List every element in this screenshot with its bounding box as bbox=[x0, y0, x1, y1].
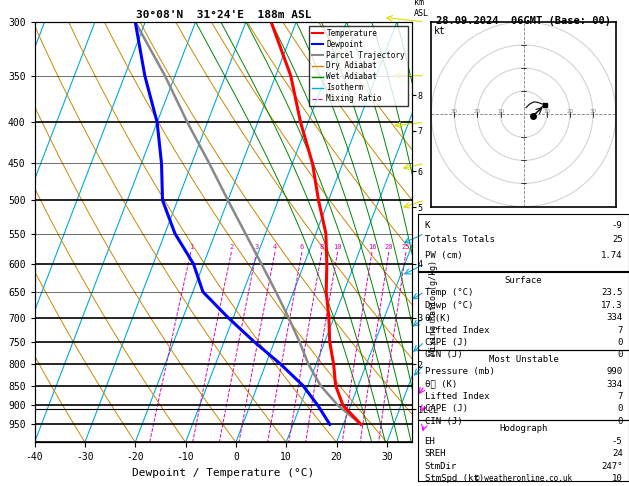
Y-axis label: hPa: hPa bbox=[0, 222, 3, 242]
Text: SREH: SREH bbox=[425, 449, 446, 458]
Text: Lifted Index: Lifted Index bbox=[425, 326, 489, 334]
Text: CAPE (J): CAPE (J) bbox=[425, 338, 467, 347]
Text: K: K bbox=[425, 221, 430, 229]
Text: EH: EH bbox=[425, 436, 435, 446]
Text: Totals Totals: Totals Totals bbox=[425, 235, 494, 244]
Text: 10: 10 bbox=[333, 244, 342, 250]
Text: 10: 10 bbox=[543, 109, 550, 114]
Text: Dewp (°C): Dewp (°C) bbox=[425, 301, 473, 310]
X-axis label: Dewpoint / Temperature (°C): Dewpoint / Temperature (°C) bbox=[132, 468, 314, 478]
Text: 3: 3 bbox=[254, 244, 259, 250]
Text: 25: 25 bbox=[612, 235, 623, 244]
Text: Surface: Surface bbox=[505, 276, 542, 285]
Text: 24: 24 bbox=[612, 449, 623, 458]
Text: 20: 20 bbox=[566, 109, 573, 114]
Text: km
ASL: km ASL bbox=[414, 0, 429, 17]
Text: 25: 25 bbox=[402, 244, 410, 250]
Text: 7: 7 bbox=[617, 392, 623, 401]
Text: Hodograph: Hodograph bbox=[499, 424, 548, 433]
Text: θᴄ (K): θᴄ (K) bbox=[425, 380, 457, 389]
Text: 28.09.2024  06GMT (Base: 00): 28.09.2024 06GMT (Base: 00) bbox=[436, 16, 611, 26]
Text: 334: 334 bbox=[606, 313, 623, 322]
Text: Most Unstable: Most Unstable bbox=[489, 355, 559, 364]
Text: 16: 16 bbox=[368, 244, 376, 250]
Text: 17.3: 17.3 bbox=[601, 301, 623, 310]
Text: 1: 1 bbox=[189, 244, 193, 250]
Text: 247°: 247° bbox=[601, 462, 623, 470]
Text: -9: -9 bbox=[612, 221, 623, 229]
Text: CAPE (J): CAPE (J) bbox=[425, 404, 467, 414]
Text: PW (cm): PW (cm) bbox=[425, 251, 462, 260]
Text: 7: 7 bbox=[617, 326, 623, 334]
Text: 0: 0 bbox=[617, 417, 623, 426]
Text: kt: kt bbox=[433, 27, 445, 36]
Text: θᴄ(K): θᴄ(K) bbox=[425, 313, 452, 322]
Text: 23.5: 23.5 bbox=[601, 288, 623, 297]
Text: © weatheronline.co.uk: © weatheronline.co.uk bbox=[475, 473, 572, 483]
Text: 30: 30 bbox=[451, 109, 458, 114]
Text: Temp (°C): Temp (°C) bbox=[425, 288, 473, 297]
Text: 334: 334 bbox=[606, 380, 623, 389]
Text: 0: 0 bbox=[617, 338, 623, 347]
Text: Lifted Index: Lifted Index bbox=[425, 392, 489, 401]
Text: 4: 4 bbox=[273, 244, 277, 250]
Legend: Temperature, Dewpoint, Parcel Trajectory, Dry Adiabat, Wet Adiabat, Isotherm, Mi: Temperature, Dewpoint, Parcel Trajectory… bbox=[309, 26, 408, 106]
Text: 8: 8 bbox=[320, 244, 324, 250]
Text: 10: 10 bbox=[497, 109, 504, 114]
Text: 10: 10 bbox=[612, 474, 623, 483]
Text: CIN (J): CIN (J) bbox=[425, 350, 462, 359]
Text: 990: 990 bbox=[606, 367, 623, 376]
Text: 30: 30 bbox=[589, 109, 596, 114]
Text: 0: 0 bbox=[617, 350, 623, 359]
Text: 2: 2 bbox=[230, 244, 233, 250]
Text: 0: 0 bbox=[617, 404, 623, 414]
Text: Pressure (mb): Pressure (mb) bbox=[425, 367, 494, 376]
Text: 1.74: 1.74 bbox=[601, 251, 623, 260]
Text: CIN (J): CIN (J) bbox=[425, 417, 462, 426]
Text: -5: -5 bbox=[612, 436, 623, 446]
Text: 6: 6 bbox=[300, 244, 304, 250]
Text: StmDir: StmDir bbox=[425, 462, 457, 470]
Title: 30°08'N  31°24'E  188m ASL: 30°08'N 31°24'E 188m ASL bbox=[135, 10, 311, 20]
Text: StmSpd (kt): StmSpd (kt) bbox=[425, 474, 484, 483]
Text: 20: 20 bbox=[474, 109, 481, 114]
Text: Mixing Ratio (g/kg): Mixing Ratio (g/kg) bbox=[429, 260, 438, 355]
Text: 20: 20 bbox=[384, 244, 393, 250]
